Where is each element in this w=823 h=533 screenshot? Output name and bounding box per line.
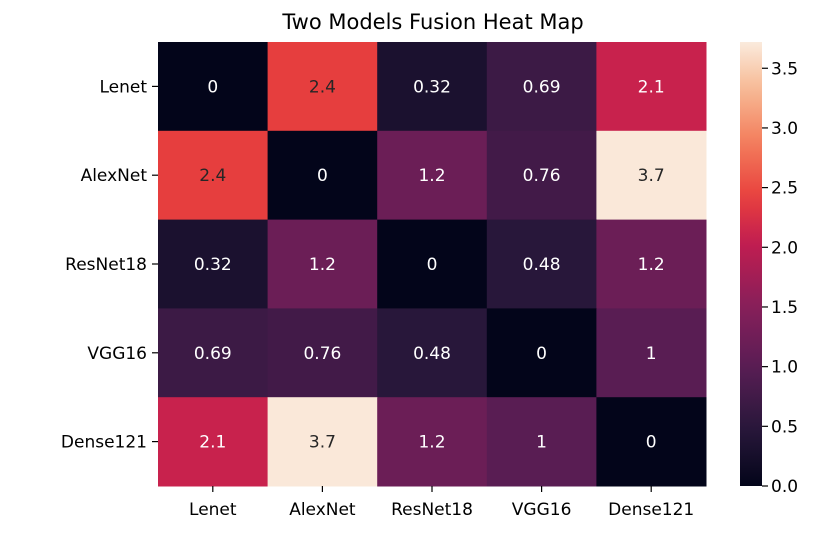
heatmap-cell bbox=[486, 219, 597, 309]
cell-value-label: 2.1 bbox=[638, 77, 665, 97]
colorbar: 0.0 0.5 1.0 1.5 2.0 2.5 3.0 3.5 bbox=[740, 42, 798, 497]
colorbar-tick-label: 1.5 bbox=[771, 298, 798, 318]
cell-value-label: 0 bbox=[536, 344, 547, 364]
heatmap-cell bbox=[267, 308, 378, 398]
x-tick-label: Dense121 bbox=[608, 500, 694, 520]
colorbar-tick-label: 2.5 bbox=[771, 179, 798, 199]
heatmap-cells: 0 2.4 0.32 0.69 2.1 2.4 0 1.2 0.76 3.7 0.32 1.2 0 0.4… bbox=[158, 42, 707, 487]
heatmap-cell bbox=[267, 397, 378, 487]
x-tick-label: AlexNet bbox=[289, 500, 356, 520]
cell-value-label: 2.1 bbox=[199, 433, 226, 453]
x-axis: Lenet AlexNet ResNet18 VGG16 Dense121 bbox=[189, 486, 694, 520]
cell-value-label: 0 bbox=[427, 255, 438, 275]
colorbar-tick-label: 0.0 bbox=[771, 477, 798, 497]
cell-value-label: 1 bbox=[536, 433, 547, 453]
cell-value-label: 0 bbox=[646, 433, 657, 453]
y-tick-label: ResNet18 bbox=[65, 255, 147, 275]
heatmap-cell bbox=[596, 42, 707, 132]
heatmap-cell bbox=[596, 219, 707, 309]
colorbar-tick-label: 3.0 bbox=[771, 119, 798, 139]
cell-value-label: 3.7 bbox=[638, 166, 665, 186]
heatmap-cell bbox=[158, 42, 269, 132]
heatmap-cell bbox=[486, 308, 597, 398]
cell-value-label: 0.32 bbox=[194, 255, 232, 275]
colorbar-tick-label: 0.5 bbox=[771, 417, 798, 437]
x-tick-label: ResNet18 bbox=[391, 500, 473, 520]
cell-value-label: 1.2 bbox=[638, 255, 665, 275]
colorbar-gradient bbox=[740, 42, 762, 486]
heatmap-cell bbox=[377, 130, 488, 221]
heatmap-cell bbox=[267, 42, 378, 132]
y-tick-label: VGG16 bbox=[87, 344, 147, 364]
cell-value-label: 0.76 bbox=[303, 344, 341, 364]
colorbar-tick-label: 2.0 bbox=[771, 238, 798, 258]
heatmap-cell bbox=[486, 130, 597, 221]
x-tick-label: Lenet bbox=[189, 500, 237, 520]
colorbar-tick-label: 3.5 bbox=[771, 59, 798, 79]
heatmap-cell bbox=[158, 219, 269, 309]
cell-value-label: 0.48 bbox=[523, 255, 561, 275]
cell-value-label: 0.32 bbox=[413, 77, 451, 97]
cell-value-label: 0 bbox=[317, 166, 328, 186]
x-tick-label: VGG16 bbox=[512, 500, 572, 520]
colorbar-tick-label: 1.0 bbox=[771, 358, 798, 378]
heatmap-cell bbox=[377, 308, 488, 398]
cell-value-label: 0 bbox=[207, 77, 218, 97]
chart-title: Two Models Fusion Heat Map bbox=[281, 10, 583, 34]
heatmap-cell bbox=[377, 42, 488, 132]
heatmap-cell bbox=[596, 397, 707, 487]
y-axis: Lenet AlexNet ResNet18 VGG16 Dense121 bbox=[61, 77, 158, 453]
cell-value-label: 1.2 bbox=[418, 166, 445, 186]
heatmap-cell bbox=[486, 42, 597, 132]
heatmap-cell bbox=[596, 130, 707, 221]
y-tick-label: Lenet bbox=[99, 77, 147, 97]
cell-value-label: 1.2 bbox=[418, 433, 445, 453]
cell-value-label: 0.69 bbox=[194, 344, 232, 364]
heatmap-cell bbox=[158, 397, 269, 487]
cell-value-label: 1 bbox=[646, 344, 657, 364]
y-tick-label: Dense121 bbox=[61, 433, 147, 453]
heatmap-cell bbox=[158, 308, 269, 398]
heatmap-cell bbox=[377, 219, 488, 309]
cell-value-label: 1.2 bbox=[309, 255, 336, 275]
heatmap-cell bbox=[377, 397, 488, 487]
cell-value-label: 0.76 bbox=[523, 166, 561, 186]
heatmap-cell bbox=[267, 219, 378, 309]
y-tick-label: AlexNet bbox=[81, 166, 148, 186]
cell-value-label: 2.4 bbox=[309, 77, 336, 97]
heatmap-cell bbox=[486, 397, 597, 487]
cell-value-label: 0.69 bbox=[523, 77, 561, 97]
heatmap-cell bbox=[158, 130, 269, 221]
cell-value-label: 3.7 bbox=[309, 433, 336, 453]
cell-value-label: 0.48 bbox=[413, 344, 451, 364]
heatmap-cell bbox=[596, 308, 707, 398]
heatmap-cell bbox=[267, 130, 378, 221]
cell-value-label: 2.4 bbox=[199, 166, 226, 186]
